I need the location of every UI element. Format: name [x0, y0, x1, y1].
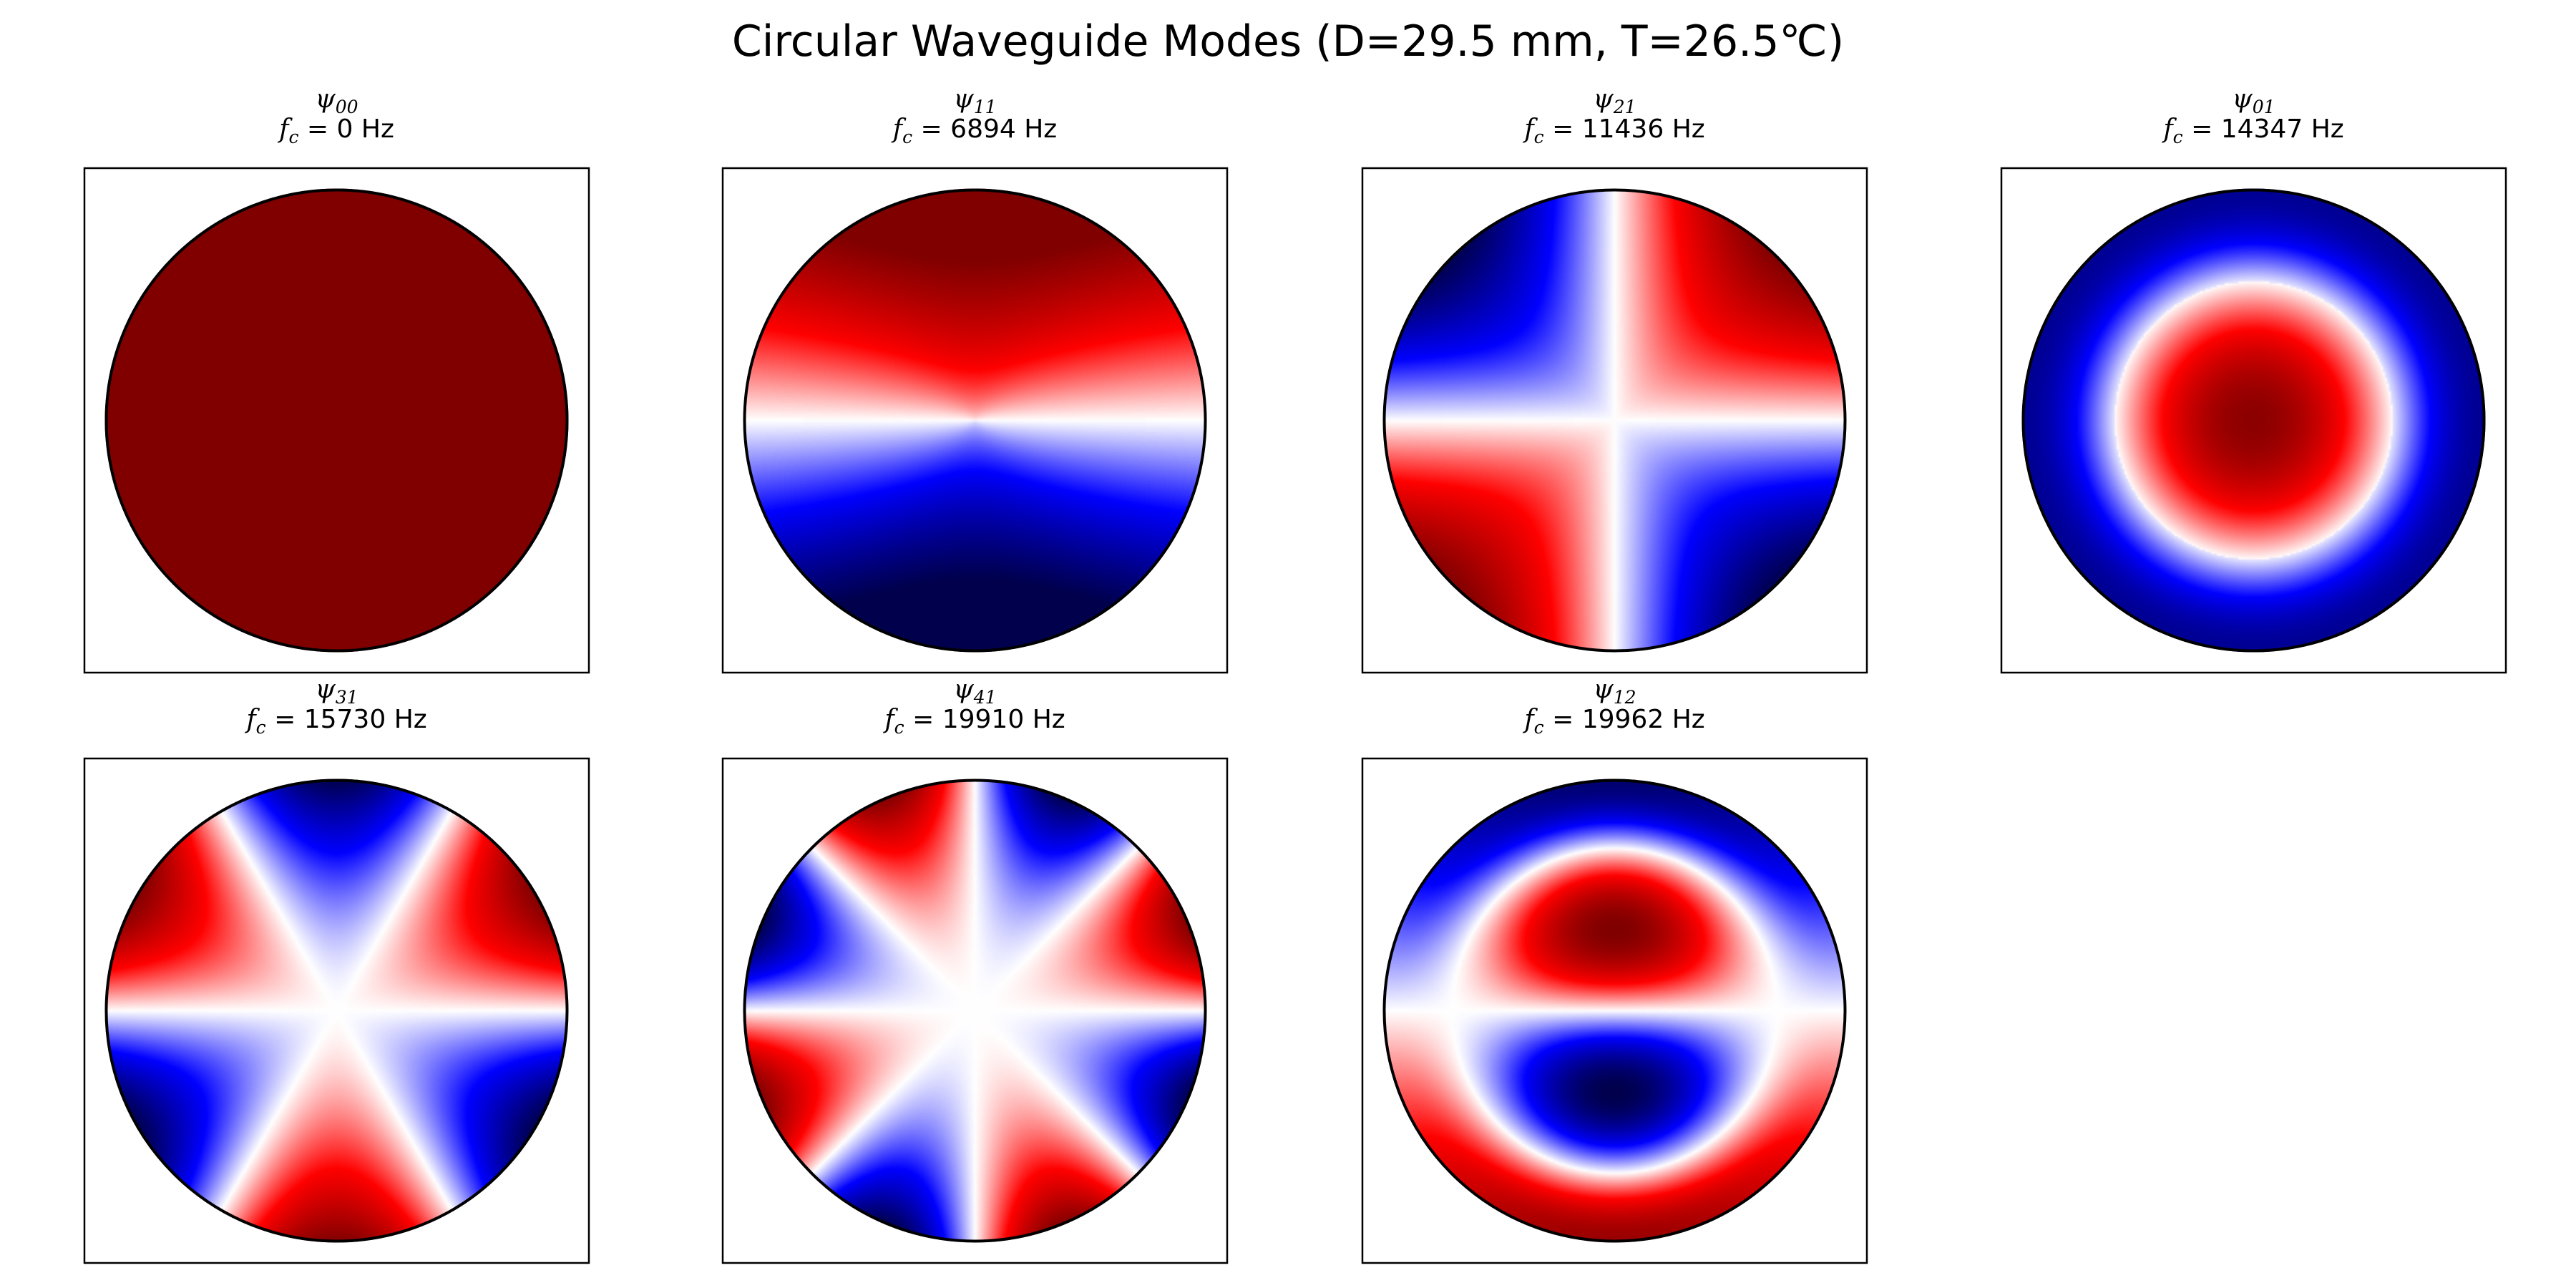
cutoff-frequency-label: fc = 15730 Hz [244, 705, 426, 738]
cutoff-frequency-label: fc = 6894 Hz [891, 114, 1057, 147]
mode-symbol: ψ [953, 84, 974, 114]
cutoff-frequency-label: fc = 19962 Hz [1522, 705, 1704, 738]
mode-label: ψ21 [1593, 84, 1636, 117]
axes-frame [83, 167, 590, 674]
mode-subscript: 31 [336, 687, 358, 708]
cutoff-frequency-label: fc = 14347 Hz [2161, 114, 2343, 147]
mode-symbol: ψ [1593, 84, 1614, 114]
cutoff-frequency-label: fc = 0 Hz [277, 114, 394, 147]
cutoff-frequency-unit: Hz [1664, 114, 1704, 144]
waveguide-boundary [743, 188, 1207, 653]
cutoff-frequency-unit: Hz [353, 114, 394, 144]
cutoff-frequency-unit: Hz [1024, 705, 1065, 734]
cutoff-frequency-value: 11436 [1582, 114, 1664, 144]
mode-symbol: ψ [315, 84, 336, 114]
mode-subscript: 11 [974, 97, 997, 117]
axes-frame [2000, 167, 2507, 674]
mode-label: ψ41 [953, 675, 996, 708]
cutoff-frequency-label: fc = 19910 Hz [882, 705, 1065, 738]
cutoff-frequency-value: 6894 [950, 114, 1016, 144]
axes-frame [83, 757, 590, 1264]
waveguide-boundary [2021, 188, 2486, 653]
cutoff-frequency-label: fc = 11436 Hz [1522, 114, 1704, 147]
mode-subscript: 41 [973, 687, 997, 708]
waveguide-boundary [104, 779, 569, 1243]
axes-frame [721, 167, 1229, 674]
mode-field-heatmap [104, 779, 569, 1243]
mode-label: ψ01 [2232, 84, 2275, 117]
mode-subscript: 12 [1614, 687, 1636, 708]
mode-symbol: ψ [2232, 84, 2253, 114]
mode-label: ψ11 [953, 84, 996, 117]
cutoff-frequency-value: 0 [337, 114, 353, 144]
axes-frame [721, 757, 1229, 1264]
mode-label: ψ00 [315, 84, 358, 117]
cutoff-frequency-unit: Hz [1664, 705, 1704, 734]
cutoff-frequency-value: 19962 [1582, 705, 1664, 734]
mode-subscript: 21 [1613, 97, 1636, 117]
waveguide-boundary [1382, 779, 1847, 1243]
mode-field-heatmap [743, 779, 1207, 1243]
mode-label: ψ12 [1593, 675, 1636, 708]
waveguide-boundary [104, 188, 569, 653]
axes-frame [1361, 167, 1868, 674]
mode-field-heatmap [1382, 779, 1847, 1243]
cutoff-frequency-unit: Hz [2303, 114, 2343, 144]
figure-title: Circular Waveguide Modes (D=29.5 mm, T=2… [732, 16, 1844, 67]
mode-symbol: ψ [1593, 675, 1614, 704]
cutoff-frequency-value: 14347 [2221, 114, 2303, 144]
mode-symbol: ψ [953, 675, 974, 704]
mode-field-heatmap [743, 188, 1207, 653]
cutoff-frequency-value: 19910 [942, 705, 1025, 734]
mode-field-heatmap [104, 188, 569, 653]
waveguide-boundary [743, 779, 1207, 1243]
mode-field-heatmap [2021, 188, 2486, 653]
cutoff-frequency-value: 15730 [304, 705, 386, 734]
axes-frame [1361, 757, 1868, 1264]
mode-label: ψ31 [315, 675, 358, 708]
mode-field-heatmap [1382, 188, 1847, 653]
waveguide-boundary [1382, 188, 1847, 653]
mode-symbol: ψ [315, 675, 336, 704]
cutoff-frequency-unit: Hz [386, 705, 426, 734]
mode-subscript: 01 [2253, 97, 2275, 117]
cutoff-frequency-unit: Hz [1016, 114, 1057, 144]
mode-subscript: 00 [336, 97, 358, 117]
